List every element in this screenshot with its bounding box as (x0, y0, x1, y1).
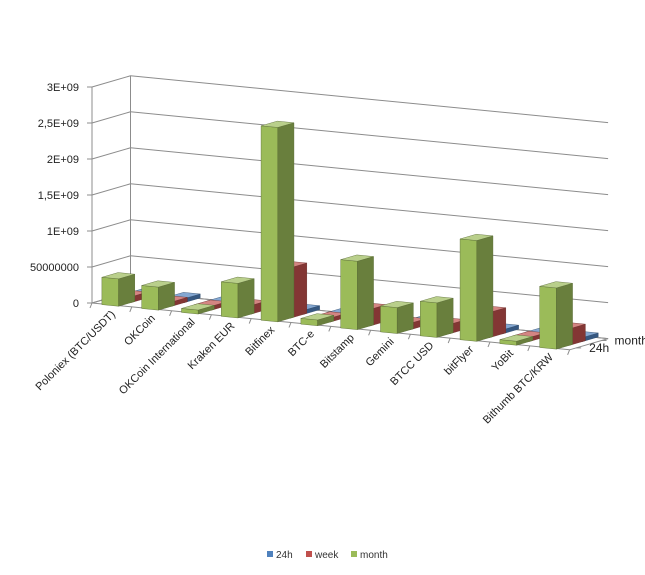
bar-month-7 (380, 301, 414, 334)
bar-top-face (340, 254, 374, 262)
bar-front-face (539, 286, 557, 350)
gridlines (87, 75, 609, 355)
x-category-label: BTC-e (286, 328, 317, 359)
bar-top-face (460, 234, 494, 241)
y-tick-label: 1,5E+09 (38, 190, 79, 202)
bar-month-9 (459, 234, 494, 342)
bar-side-face (436, 297, 454, 338)
x-tick-mark (487, 341, 491, 348)
x-tick-mark (288, 322, 292, 328)
bar-month-10 (499, 334, 533, 346)
x-tick-mark (368, 330, 372, 336)
legend-label: month (360, 550, 388, 561)
bar-top-face (539, 281, 573, 289)
y-tick-label: 2E+09 (47, 154, 79, 166)
bar-front-face (260, 125, 278, 323)
x-tick-mark (169, 310, 173, 316)
bar-top-face (181, 303, 215, 311)
bar-top-face (499, 334, 533, 342)
bar-month-4 (260, 120, 295, 323)
x-tick-mark (248, 318, 252, 324)
x-tick-mark (89, 302, 93, 309)
x-category-label: bitFlyer (442, 343, 476, 377)
y-axis-ticks: 0 50000000 1E+09 1,5E+09 2E+09 2,5E+09 3E+09 (30, 82, 79, 310)
bar-side-face (476, 235, 494, 342)
x-tick-mark (208, 314, 212, 320)
bars (101, 120, 599, 350)
x-category-label: Bitstamp (318, 332, 357, 371)
y-tick-label: 50000000 (30, 262, 79, 274)
legend: 24h week month (267, 550, 388, 561)
x-tick-mark (407, 334, 411, 340)
legend-swatch-month (351, 551, 357, 557)
x-category-label: Poloniex (BTC/USDT) (33, 309, 118, 394)
y-tick-label: 3E+09 (47, 82, 79, 94)
legend-label: 24h (276, 550, 293, 561)
depth-axis-labels: month 24h (576, 334, 645, 355)
bar-front-face (221, 281, 239, 319)
bar-front-face (420, 301, 438, 338)
x-tick-mark (567, 349, 571, 355)
y-tick-label: 1E+09 (47, 226, 79, 238)
bar-top-face (380, 301, 414, 308)
bar-month-1 (141, 280, 175, 311)
bar-front-face (380, 305, 398, 334)
bar-month-8 (420, 296, 454, 338)
x-tick-mark (447, 337, 451, 344)
bar-front-face (101, 277, 119, 307)
bar-front-face (340, 259, 358, 330)
bar-side-face (556, 282, 573, 350)
bar-month-2 (181, 303, 215, 315)
legend-label: week (314, 550, 339, 561)
bar-side-face (277, 122, 295, 323)
x-tick-mark (129, 306, 133, 313)
x-category-label: OKCoin (122, 312, 158, 348)
bar-top-face (141, 280, 175, 288)
legend-swatch-24h (267, 551, 273, 557)
bar-top-face (221, 276, 255, 284)
y-tick-label: 0 (73, 298, 79, 310)
bar-top-face (420, 296, 454, 304)
bar-month-0 (101, 272, 135, 307)
depth-axis-label: 24h (589, 341, 609, 355)
bar-top-face (101, 272, 135, 280)
bar-front-face (459, 238, 477, 342)
bar-side-face (396, 302, 414, 334)
x-category-label: Bitfinex (243, 324, 277, 358)
bar-month-11 (539, 281, 573, 350)
bar-top-face (261, 120, 295, 128)
bar-side-face (357, 256, 374, 330)
x-category-label: YoBit (490, 348, 516, 374)
x-tick-mark (328, 326, 332, 332)
x-category-label: BTCC USD (388, 340, 436, 388)
x-tick-mark (527, 345, 531, 352)
bar-month-5 (300, 313, 334, 327)
depth-axis-label: month (615, 334, 645, 348)
bar-side-face (118, 273, 135, 307)
legend-swatch-week (306, 551, 312, 557)
bar-front-face (141, 285, 159, 311)
bar-month-6 (340, 254, 374, 330)
x-category-label: Gemini (363, 336, 396, 369)
bar-month-3 (221, 276, 255, 319)
bar-side-face (237, 278, 255, 319)
bar-top-face (300, 313, 334, 321)
y-tick-label: 2,5E+09 (38, 118, 79, 130)
x-category-label: OKCoin International (117, 316, 198, 397)
